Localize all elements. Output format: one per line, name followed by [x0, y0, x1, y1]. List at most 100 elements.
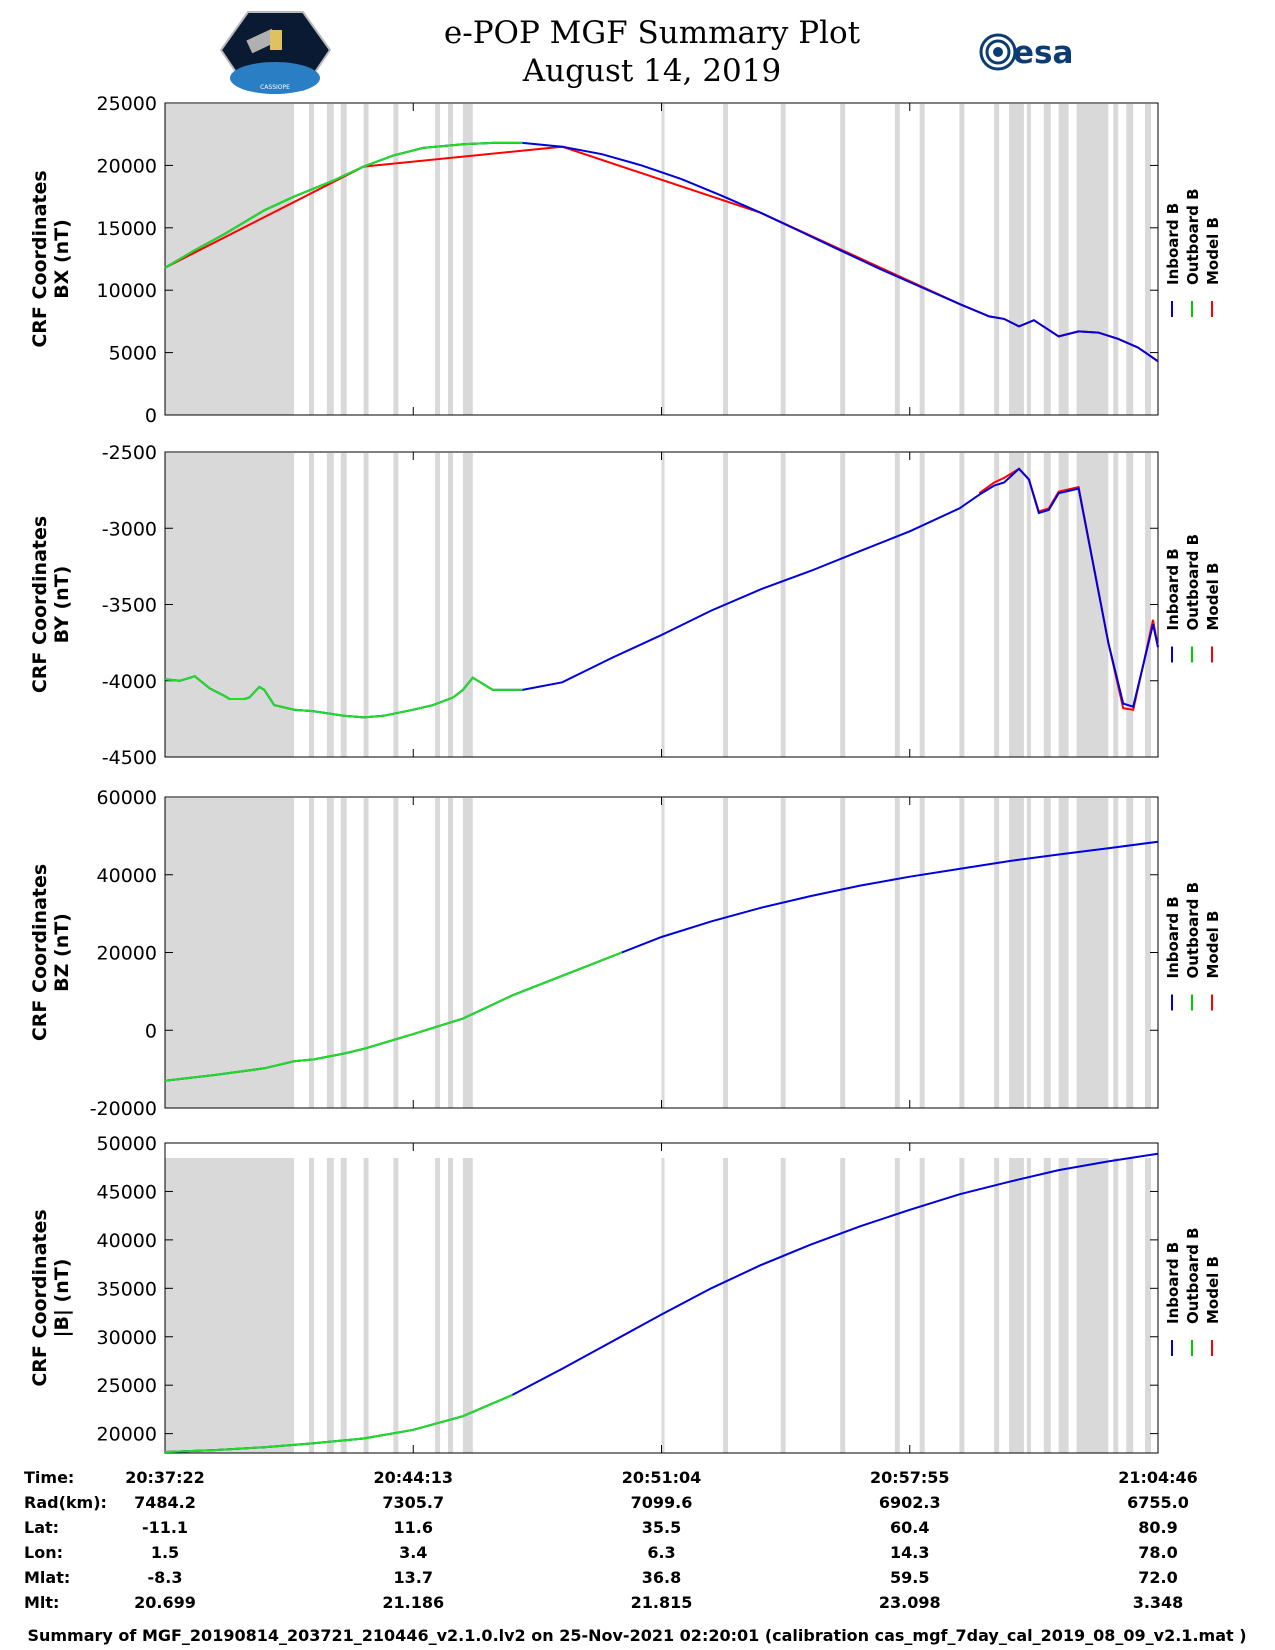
data-gap-shade	[1058, 798, 1069, 1108]
data-gap-shade	[1026, 453, 1031, 757]
data-gap-shade	[393, 104, 399, 415]
table-cell: 20:57:55	[870, 1468, 950, 1487]
table-cell: 6.3	[647, 1543, 675, 1562]
table-cell: 13.7	[394, 1568, 433, 1587]
table-cell: 20:37:22	[125, 1468, 205, 1487]
data-gap-shade	[1078, 1158, 1109, 1453]
panel-1: 0 5000 10000 15000 20000 25000 CRF Coordinates…	[29, 93, 1222, 427]
table-cell: 21:04:46	[1118, 1468, 1198, 1487]
data-gap-shade	[326, 104, 334, 415]
data-gap-shade	[340, 453, 347, 757]
data-gap-shade	[1126, 104, 1134, 415]
data-gap-shade	[1043, 453, 1051, 757]
series-line-outboard-b-overlay	[164, 675, 523, 719]
table-cell: 1.5	[151, 1543, 179, 1562]
data-gap-shade	[393, 1158, 399, 1453]
table-row-label: Mlt:	[24, 1593, 59, 1612]
y-tick-label: -20000	[90, 1098, 157, 1120]
data-gap-shade	[1145, 798, 1152, 1108]
data-gap-shade	[340, 798, 347, 1108]
plot-date: August 14, 2019	[522, 53, 781, 89]
data-gap-shade	[435, 104, 441, 415]
data-gap-shade	[1043, 1158, 1051, 1453]
data-gap-shade	[723, 798, 729, 1108]
data-gap-shade	[326, 453, 334, 757]
data-gap-shade	[340, 104, 347, 415]
data-gap-shade	[840, 453, 846, 757]
data-gap-shade	[894, 104, 900, 415]
data-gap-shade	[1113, 104, 1119, 415]
table-cell: 6755.0	[1127, 1493, 1189, 1512]
data-gap-shade	[165, 104, 295, 415]
data-gap-shade	[780, 1158, 786, 1453]
table-row-label: Time:	[24, 1468, 74, 1487]
data-gap-shade	[435, 1158, 441, 1453]
data-gap-shade	[723, 1158, 729, 1453]
header: CASSIOPE e-POP MGF Summary Plot August 1…	[219, 11, 1073, 94]
data-gap-shade	[840, 104, 846, 415]
table-row-label: Lat:	[24, 1518, 59, 1537]
data-gap-shade	[448, 104, 453, 415]
data-gap-shade	[1026, 798, 1031, 1108]
data-gap-shade	[661, 798, 665, 1108]
y-tick-label: 35000	[97, 1278, 157, 1300]
y-axis-label: CRF CoordinatesBX (nT)	[29, 170, 73, 347]
series-line-outboard-b-overlay	[164, 951, 623, 1082]
data-gap-shade	[363, 104, 369, 415]
y-tick-label: 15000	[97, 218, 157, 240]
legend-entry: Model B	[1204, 1256, 1222, 1324]
y-axis-label: CRF CoordinatesBY (nT)	[29, 516, 73, 693]
data-gap-shade	[393, 798, 399, 1108]
data-gap-shade	[959, 798, 965, 1108]
table-cell: 78.0	[1138, 1543, 1177, 1562]
table-cell: 3.348	[1133, 1593, 1184, 1612]
table-cell: 11.6	[394, 1518, 433, 1537]
ephemeris-table: Time: Rad(km): Lat: Lon: Mlat: Mlt: 20:37:22 74…	[24, 1468, 1198, 1612]
table-cell: 14.3	[890, 1543, 929, 1562]
data-gap-shade	[1009, 1158, 1024, 1453]
data-gap-shade	[1113, 1158, 1119, 1453]
data-gap-shade	[723, 104, 729, 415]
data-gap-shade	[1009, 453, 1024, 757]
panels: 0 5000 10000 15000 20000 25000 CRF Coordinates…	[29, 93, 1222, 1454]
y-tick-label: -2500	[102, 442, 157, 464]
data-gap-shade	[165, 1158, 295, 1453]
y-tick-label: -3500	[102, 595, 157, 617]
table-row-label: Rad(km):	[24, 1493, 107, 1512]
data-gap-shade	[959, 104, 965, 415]
y-tick-label: 0	[145, 1020, 157, 1042]
data-gap-shade	[435, 453, 441, 757]
data-gap-shade	[994, 798, 1000, 1108]
data-gap-shade	[165, 453, 295, 757]
data-gap-shade	[1009, 798, 1024, 1108]
data-gap-shade	[462, 798, 473, 1108]
data-gap-shade	[1145, 1158, 1152, 1453]
table-cell: 21.186	[382, 1593, 444, 1612]
data-gap-shade	[363, 1158, 369, 1453]
table-cell: 72.0	[1138, 1568, 1177, 1587]
legend-entry: Inboard B	[1164, 896, 1182, 978]
cassiope-logo-text: CASSIOPE	[260, 84, 290, 91]
data-gap-shade	[448, 453, 453, 757]
data-gap-shade	[435, 798, 441, 1108]
y-axis-label: CRF CoordinatesBZ (nT)	[29, 864, 73, 1041]
panel-2: -4500 -4000 -3500 -3000 -2500 CRF Coordinates…	[29, 442, 1222, 769]
table-cell: 21.815	[631, 1593, 693, 1612]
data-gap-shade	[165, 798, 295, 1108]
data-gap-shade	[462, 1158, 473, 1453]
data-gap-shade	[1026, 104, 1031, 415]
table-cell: 20:51:04	[622, 1468, 702, 1487]
data-gap-shade	[994, 104, 1000, 415]
data-gap-shade	[894, 1158, 900, 1453]
y-tick-label: -4500	[102, 747, 157, 769]
y-tick-label: 0	[145, 405, 157, 427]
y-axis-label: CRF Coordinates|B| (nT)	[29, 1209, 73, 1386]
data-gap-shade	[340, 1158, 347, 1453]
data-gap-shade	[994, 1158, 1000, 1453]
data-gap-shade	[1078, 104, 1109, 415]
data-gap-shade	[661, 453, 665, 757]
data-gap-shade	[919, 1158, 925, 1453]
y-tick-label: 30000	[97, 1327, 157, 1349]
data-gap-shade	[326, 798, 334, 1108]
data-gap-shade	[919, 104, 925, 415]
